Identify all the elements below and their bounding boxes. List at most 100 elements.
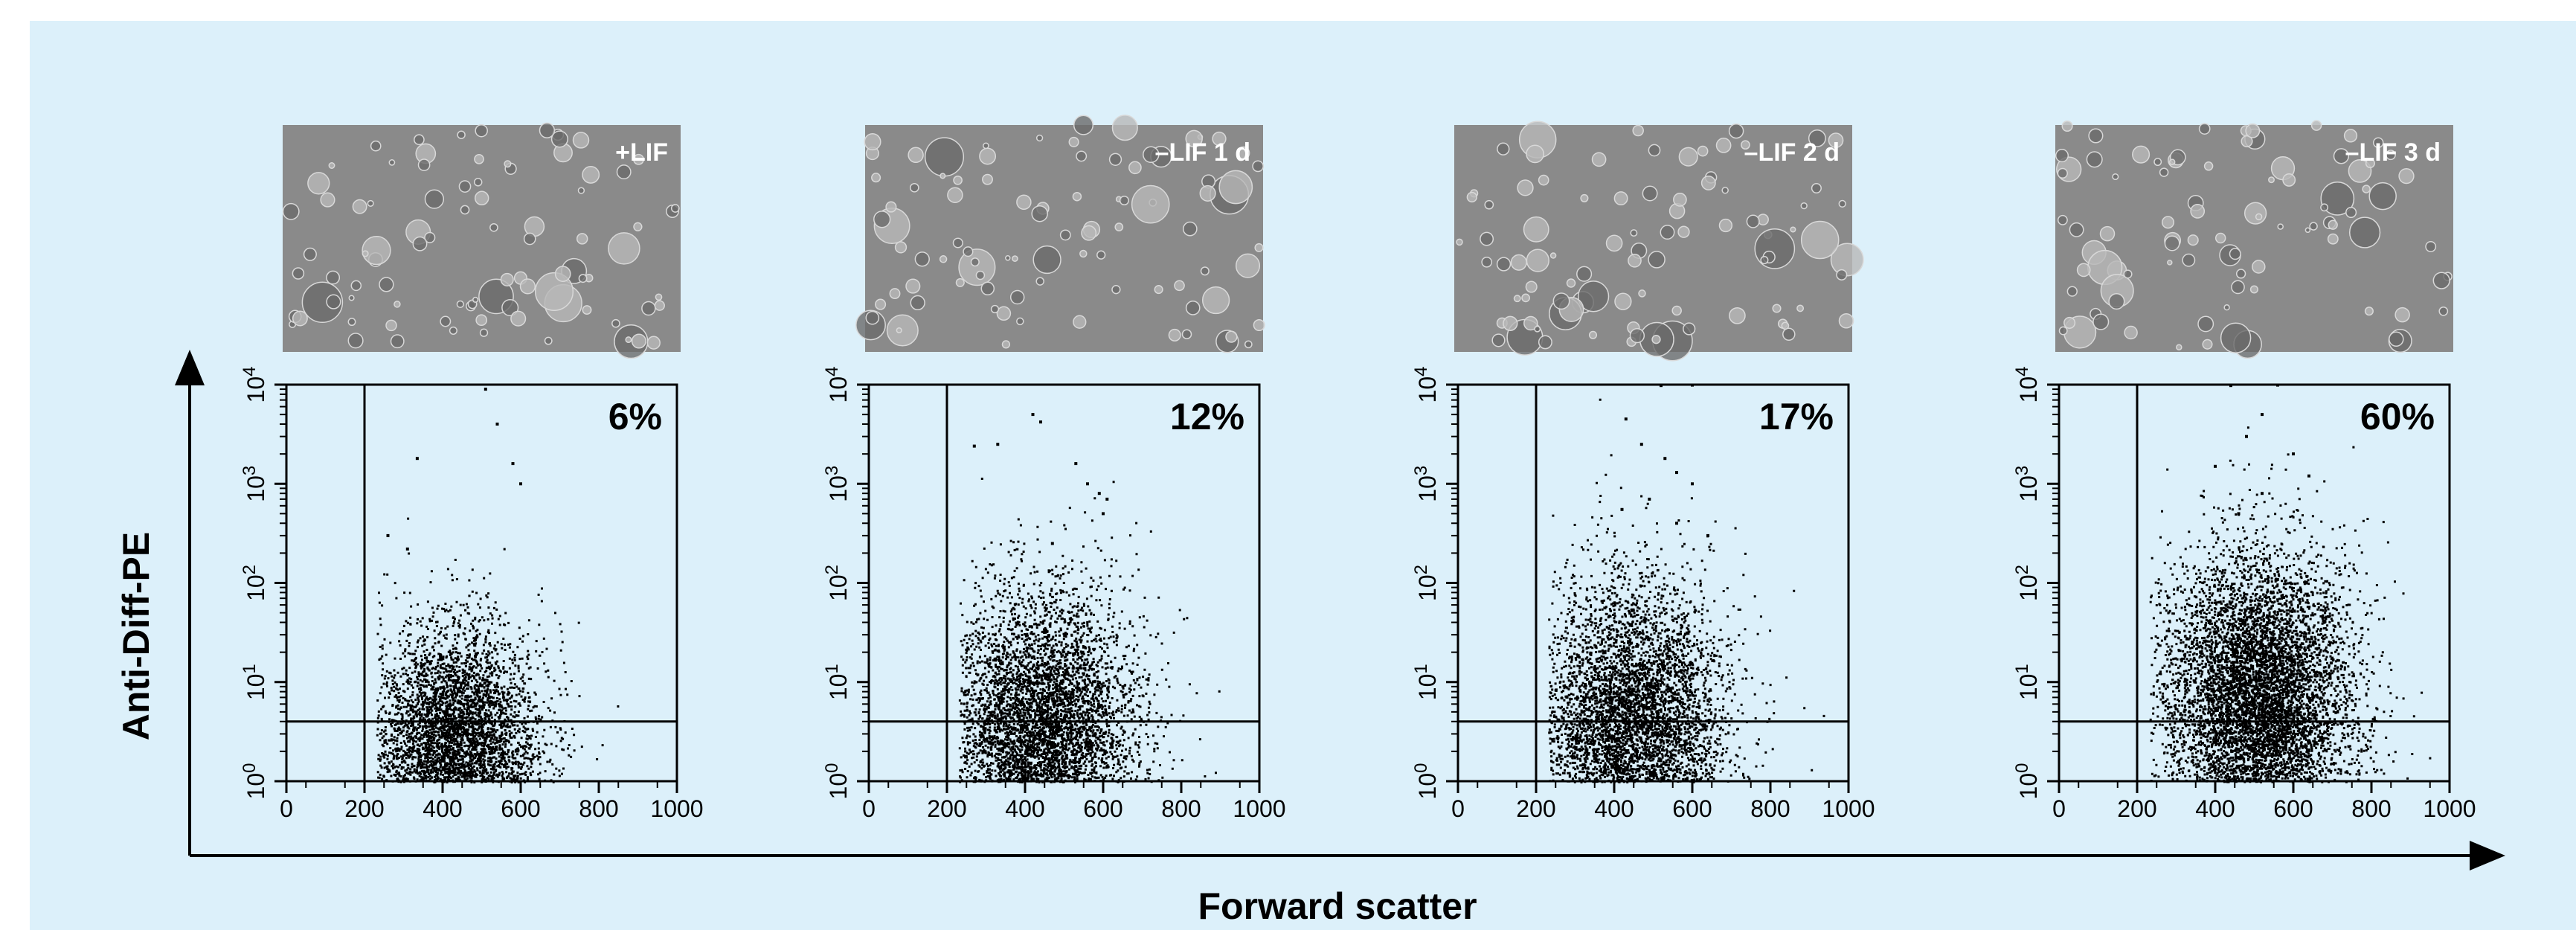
scatter-outlier	[1639, 443, 1643, 446]
y-tick-label: 102	[240, 565, 269, 601]
scatter-outlier	[2245, 434, 2248, 438]
scatter-outlier	[519, 482, 522, 486]
percent-label: 60%	[2360, 396, 2435, 437]
scatter-outlier	[1663, 457, 1667, 461]
micrograph-image	[855, 115, 1265, 353]
y-tick-label: 103	[240, 466, 269, 502]
scatter-outlier	[495, 423, 499, 426]
x-tick-label: 0	[2052, 795, 2066, 822]
x-tick-label: 800	[579, 795, 618, 822]
x-tick-label: 400	[1594, 795, 1634, 822]
y-tick-label: 101	[240, 664, 269, 700]
scatter-outlier	[2237, 512, 2241, 516]
scatter-outlier	[2292, 452, 2295, 456]
condition-label: +LIF	[615, 138, 668, 167]
y-tick-label: 104	[822, 367, 852, 403]
x-tick-label: 800	[1161, 795, 1201, 822]
x-tick-label: 1000	[1822, 795, 1875, 822]
y-tick-label: 103	[822, 466, 852, 502]
scatter-outlier	[1624, 417, 1628, 421]
scatter-outlier	[1086, 482, 1089, 486]
scatter-points	[2149, 426, 2432, 783]
scatter-points	[376, 517, 620, 783]
y-tick-label: 103	[2012, 466, 2042, 502]
x-tick-label: 400	[2195, 795, 2235, 822]
x-tick-label: 600	[501, 795, 540, 822]
scatter-outlier	[1691, 383, 1694, 387]
scatter-outlier	[996, 443, 1000, 446]
x-tick-label: 600	[1672, 795, 1712, 822]
scatter-outlier	[1039, 420, 1042, 424]
x-tick-label: 1000	[650, 795, 703, 822]
scatter-points	[958, 478, 1221, 783]
x-tick-label: 1000	[2423, 795, 2476, 822]
y-tick-label: 101	[2012, 664, 2042, 700]
panel-4: –LIF 3 d 60% 0 200 400 600 800 1000 100 101 102 103…	[2012, 120, 2476, 822]
micrograph-image	[2055, 120, 2453, 359]
scatter-outlier	[1050, 542, 1054, 545]
x-axis-title: Forward scatter	[1198, 885, 1477, 927]
y-tick-label: 104	[2012, 367, 2042, 403]
scatter-outlier	[1706, 533, 1709, 537]
y-tick-label: 102	[1411, 565, 1441, 601]
x-tick-label: 200	[2117, 795, 2156, 822]
scatter-outlier	[2261, 492, 2264, 496]
micrograph-image	[1454, 121, 1864, 362]
panel-1: +LIF 6% 0 200 400 600 800 1000 100 101 102 103 104	[240, 122, 704, 822]
panel-2: –LIF 1 d 12% 0 200 400 600 800 1000 100 101 102 103…	[822, 115, 1286, 822]
scatter-outlier	[405, 547, 409, 551]
y-tick-label: 104	[1411, 367, 1441, 403]
scatter-points	[1548, 398, 1825, 783]
scatter-outlier	[1102, 512, 1105, 516]
scatter-outlier	[1691, 482, 1694, 486]
scatter-outlier	[386, 533, 390, 537]
y-axis-title: Anti-Diff-PE	[115, 532, 157, 741]
x-tick-label: 800	[2351, 795, 2391, 822]
scatter-outlier	[1675, 522, 1678, 525]
percent-label: 6%	[608, 396, 662, 437]
y-tick-label: 100	[822, 763, 852, 800]
x-tick-label: 0	[1451, 795, 1465, 822]
scatter-outlier	[1675, 471, 1678, 475]
scatter-outlier	[2307, 474, 2310, 478]
x-tick-label: 400	[423, 795, 462, 822]
scatter-outlier	[415, 457, 419, 461]
panel-3: –LIF 2 d 17% 0 200 400 600 800 1000 100 101 102 103…	[1411, 121, 1875, 822]
y-tick-label: 104	[240, 367, 269, 403]
y-tick-label: 100	[240, 763, 269, 800]
y-tick-label: 100	[2012, 763, 2042, 800]
scatter-outlier	[972, 444, 976, 448]
x-tick-label: 200	[927, 795, 966, 822]
y-tick-label: 101	[1411, 664, 1441, 700]
scatter-outlier	[2229, 384, 2232, 388]
x-tick-label: 0	[280, 795, 293, 822]
scatter-outlier	[484, 388, 487, 391]
percent-label: 17%	[1759, 396, 1834, 437]
y-tick-label: 102	[2012, 565, 2042, 601]
y-tick-label: 100	[1411, 763, 1441, 800]
micrograph-image	[282, 122, 681, 359]
x-tick-label: 400	[1005, 795, 1044, 822]
x-tick-label: 1000	[1233, 795, 1285, 822]
x-tick-label: 0	[862, 795, 876, 822]
y-tick-label: 102	[822, 565, 852, 601]
x-tick-label: 200	[344, 795, 384, 822]
percent-label: 12%	[1170, 396, 1244, 437]
scatter-outlier	[2214, 464, 2217, 468]
scatter-outlier	[2276, 383, 2279, 387]
scatter-outlier	[1660, 384, 1663, 388]
scatter-outlier	[2261, 413, 2264, 417]
x-tick-label: 200	[1516, 795, 1555, 822]
scatter-outlier	[1031, 413, 1035, 417]
scatter-outlier	[1620, 507, 1624, 511]
condition-label: –LIF 3 d	[2345, 138, 2441, 167]
scatter-outlier	[1074, 462, 1078, 466]
y-tick-label: 101	[822, 664, 852, 700]
x-tick-label: 600	[1083, 795, 1122, 822]
condition-label: –LIF 1 d	[1155, 138, 1250, 167]
y-tick-label: 103	[1411, 466, 1441, 502]
x-tick-label: 800	[1750, 795, 1790, 822]
scatter-outlier	[1105, 497, 1109, 501]
